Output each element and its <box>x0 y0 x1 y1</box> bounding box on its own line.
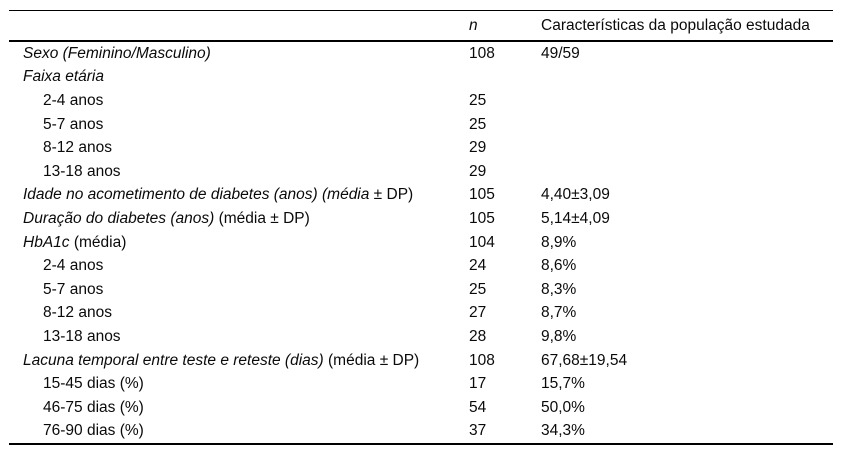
row-label: 5-7 anos <box>43 280 104 298</box>
table-row: Faixa etária <box>9 66 833 90</box>
row-characteristic-value: 8,9% <box>541 233 577 251</box>
row-characteristic-value: 4,40±3,09 <box>541 186 610 204</box>
header-n-column: n <box>469 16 478 34</box>
row-n-value: 105 <box>469 209 495 227</box>
population-characteristics-table: n Características da população estudada … <box>9 10 833 446</box>
row-label: 8-12 anos <box>43 304 112 322</box>
table-row: 46-75 dias (%) 54 50,0% <box>9 396 833 420</box>
row-label: 13-18 anos <box>43 327 121 345</box>
row-n-value: 105 <box>469 186 495 204</box>
row-n-value: 24 <box>469 257 487 275</box>
row-label: HbA1c (média) <box>23 233 127 251</box>
row-label: Idade no acometimento de diabetes (anos)… <box>23 186 414 204</box>
row-characteristic-value: 67,68±19,54 <box>541 351 628 369</box>
table-row: 8-12 anos 29 <box>9 136 833 160</box>
row-label: 2-4 anos <box>43 91 104 109</box>
row-label: Lacuna temporal entre teste e reteste (d… <box>23 351 420 369</box>
row-label: 2-4 anos <box>43 257 104 275</box>
table-row: 76-90 dias (%) 37 34,3% <box>9 420 833 444</box>
row-n-value: 27 <box>469 304 487 322</box>
table-header-row: n Características da população estudada <box>9 11 833 42</box>
row-label: 46-75 dias (%) <box>43 398 144 416</box>
row-label: Duração do diabetes (anos) (média ± DP) <box>23 209 310 227</box>
table-row: 2-4 anos 25 <box>9 89 833 113</box>
row-n-value: 28 <box>469 327 487 345</box>
row-label: 5-7 anos <box>43 115 104 133</box>
row-n-value: 104 <box>469 233 495 251</box>
row-n-value: 29 <box>469 162 487 180</box>
table-row: Sexo (Feminino/Masculino) 108 49/59 <box>9 42 833 66</box>
row-n-value: 17 <box>469 375 487 393</box>
row-n-value: 25 <box>469 115 487 133</box>
row-label: 8-12 anos <box>43 139 112 157</box>
table-row: 2-4 anos 24 8,6% <box>9 254 833 278</box>
table-row: 5-7 anos 25 8,3% <box>9 278 833 302</box>
row-characteristic-value: 49/59 <box>541 44 580 62</box>
row-n-value: 25 <box>469 91 487 109</box>
table-body: Sexo (Feminino/Masculino) 108 49/59 Faixa e… <box>9 42 833 443</box>
row-characteristic-value: 50,0% <box>541 398 585 416</box>
row-characteristic-value: 15,7% <box>541 375 585 393</box>
table-row: 8-12 anos 27 8,7% <box>9 302 833 326</box>
row-n-value: 37 <box>469 422 487 440</box>
table-row: 5-7 anos 25 <box>9 113 833 137</box>
row-label: 76-90 dias (%) <box>43 422 144 440</box>
header-characteristics-column: Características da população estudada <box>541 16 810 34</box>
table-row: Idade no acometimento de diabetes (anos)… <box>9 184 833 208</box>
table-row: 13-18 anos 29 <box>9 160 833 184</box>
row-characteristic-value: 9,8% <box>541 327 577 345</box>
row-characteristic-value: 5,14±4,09 <box>541 209 610 227</box>
row-characteristic-value: 8,7% <box>541 304 577 322</box>
table-row: 13-18 anos 28 9,8% <box>9 325 833 349</box>
row-n-value: 108 <box>469 351 495 369</box>
row-label: 13-18 anos <box>43 162 121 180</box>
table-row: Lacuna temporal entre teste e reteste (d… <box>9 349 833 373</box>
row-n-value: 25 <box>469 280 487 298</box>
row-label: Faixa etária <box>23 68 104 86</box>
row-label: Sexo (Feminino/Masculino) <box>23 44 211 62</box>
row-characteristic-value: 34,3% <box>541 422 585 440</box>
table-row: 15-45 dias (%) 17 15,7% <box>9 372 833 396</box>
table-row: HbA1c (média) 104 8,9% <box>9 231 833 255</box>
row-characteristic-value: 8,6% <box>541 257 577 275</box>
row-characteristic-value: 8,3% <box>541 280 577 298</box>
table-row: Duração do diabetes (anos) (média ± DP) 1… <box>9 207 833 231</box>
row-n-value: 108 <box>469 44 495 62</box>
row-label: 15-45 dias (%) <box>43 375 144 393</box>
row-n-value: 29 <box>469 139 487 157</box>
row-n-value: 54 <box>469 398 487 416</box>
